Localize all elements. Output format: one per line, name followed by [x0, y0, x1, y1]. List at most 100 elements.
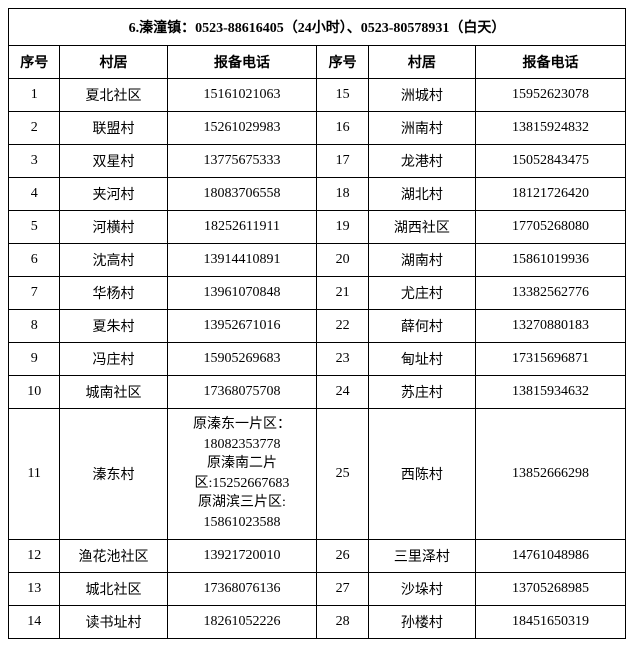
cell-village: 河横村	[60, 211, 167, 244]
cell-phone: 17368075708	[167, 376, 317, 409]
cell-phone: 15952623078	[475, 79, 625, 112]
cell-phone: 18261052226	[167, 605, 317, 638]
cell-seq: 24	[317, 376, 368, 409]
table-row: 6沈高村1391441089120湖南村15861019936	[9, 244, 626, 277]
cell-phone: 13705268985	[475, 572, 625, 605]
cell-village: 沙垛村	[368, 572, 475, 605]
table-row: 13城北社区1736807613627沙垛村13705268985	[9, 572, 626, 605]
table-row: 9冯庄村1590526968323甸址村17315696871	[9, 343, 626, 376]
col-header-seq-left: 序号	[9, 46, 60, 79]
cell-village: 尤庄村	[368, 277, 475, 310]
cell-phone: 13775675333	[167, 145, 317, 178]
cell-village: 城南社区	[60, 376, 167, 409]
cell-village: 甸址村	[368, 343, 475, 376]
cell-phone: 13382562776	[475, 277, 625, 310]
cell-seq: 14	[9, 605, 60, 638]
col-header-phone-left: 报备电话	[167, 46, 317, 79]
cell-phone: 15905269683	[167, 343, 317, 376]
cell-seq: 8	[9, 310, 60, 343]
cell-seq: 16	[317, 112, 368, 145]
col-header-village-left: 村居	[60, 46, 167, 79]
table-row: 8夏朱村1395267101622薛何村13270880183	[9, 310, 626, 343]
title-row: 6.溱潼镇：0523-88616405（24小时）、0523-80578931（…	[9, 9, 626, 46]
table-row: 10城南社区1736807570824苏庄村13815934632	[9, 376, 626, 409]
cell-seq: 7	[9, 277, 60, 310]
table-row: 12渔花池社区1392172001026三里泽村14761048986	[9, 539, 626, 572]
cell-seq: 26	[317, 539, 368, 572]
table-title: 6.溱潼镇：0523-88616405（24小时）、0523-80578931（…	[9, 9, 626, 46]
cell-phone: 13270880183	[475, 310, 625, 343]
cell-seq: 11	[9, 409, 60, 540]
cell-village: 薛何村	[368, 310, 475, 343]
cell-seq: 1	[9, 79, 60, 112]
cell-phone: 13815924832	[475, 112, 625, 145]
cell-seq: 23	[317, 343, 368, 376]
table-row: 7华杨村1396107084821尤庄村13382562776	[9, 277, 626, 310]
cell-seq: 18	[317, 178, 368, 211]
cell-phone: 17368076136	[167, 572, 317, 605]
table-row: 4夹河村1808370655818湖北村18121726420	[9, 178, 626, 211]
cell-phone: 17705268080	[475, 211, 625, 244]
cell-phone: 13852666298	[475, 409, 625, 540]
cell-seq: 9	[9, 343, 60, 376]
cell-phone: 13952671016	[167, 310, 317, 343]
cell-phone: 原溱东一片区： 18082353778 原溱南二片 区:15252667683 …	[167, 409, 317, 540]
table-row: 14读书址村1826105222628孙楼村18451650319	[9, 605, 626, 638]
cell-village: 夏北社区	[60, 79, 167, 112]
cell-village: 冯庄村	[60, 343, 167, 376]
cell-village: 龙港村	[368, 145, 475, 178]
cell-seq: 6	[9, 244, 60, 277]
data-rows: 1夏北社区1516102106315洲城村159526230782联盟村1526…	[9, 79, 626, 639]
cell-phone: 15261029983	[167, 112, 317, 145]
table-row: 3双星村1377567533317龙港村15052843475	[9, 145, 626, 178]
phone-directory-table: 6.溱潼镇：0523-88616405（24小时）、0523-80578931（…	[8, 8, 626, 639]
cell-village: 夏朱村	[60, 310, 167, 343]
cell-village: 苏庄村	[368, 376, 475, 409]
cell-village: 沈高村	[60, 244, 167, 277]
cell-village: 渔花池社区	[60, 539, 167, 572]
cell-phone: 13961070848	[167, 277, 317, 310]
cell-village: 城北社区	[60, 572, 167, 605]
table-row: 11溱东村原溱东一片区： 18082353778 原溱南二片 区:1525266…	[9, 409, 626, 540]
cell-village: 洲城村	[368, 79, 475, 112]
cell-village: 三里泽村	[368, 539, 475, 572]
cell-seq: 19	[317, 211, 368, 244]
cell-seq: 25	[317, 409, 368, 540]
cell-village: 溱东村	[60, 409, 167, 540]
cell-phone: 18252611911	[167, 211, 317, 244]
cell-village: 西陈村	[368, 409, 475, 540]
cell-seq: 15	[317, 79, 368, 112]
cell-phone: 15861019936	[475, 244, 625, 277]
cell-phone: 14761048986	[475, 539, 625, 572]
cell-village: 孙楼村	[368, 605, 475, 638]
cell-village: 双星村	[60, 145, 167, 178]
cell-phone: 13815934632	[475, 376, 625, 409]
cell-phone: 13921720010	[167, 539, 317, 572]
cell-seq: 12	[9, 539, 60, 572]
cell-village: 联盟村	[60, 112, 167, 145]
col-header-village-right: 村居	[368, 46, 475, 79]
column-header-row: 序号 村居 报备电话 序号 村居 报备电话	[9, 46, 626, 79]
cell-seq: 5	[9, 211, 60, 244]
cell-phone: 18083706558	[167, 178, 317, 211]
cell-village: 湖北村	[368, 178, 475, 211]
cell-seq: 20	[317, 244, 368, 277]
cell-village: 读书址村	[60, 605, 167, 638]
cell-seq: 3	[9, 145, 60, 178]
cell-village: 湖西社区	[368, 211, 475, 244]
cell-village: 夹河村	[60, 178, 167, 211]
cell-seq: 21	[317, 277, 368, 310]
cell-village: 华杨村	[60, 277, 167, 310]
cell-phone: 18451650319	[475, 605, 625, 638]
cell-phone: 15161021063	[167, 79, 317, 112]
cell-village: 湖南村	[368, 244, 475, 277]
cell-seq: 27	[317, 572, 368, 605]
cell-seq: 13	[9, 572, 60, 605]
cell-seq: 28	[317, 605, 368, 638]
cell-phone: 13914410891	[167, 244, 317, 277]
cell-phone: 15052843475	[475, 145, 625, 178]
cell-phone: 18121726420	[475, 178, 625, 211]
cell-seq: 17	[317, 145, 368, 178]
table-row: 1夏北社区1516102106315洲城村15952623078	[9, 79, 626, 112]
cell-village: 洲南村	[368, 112, 475, 145]
